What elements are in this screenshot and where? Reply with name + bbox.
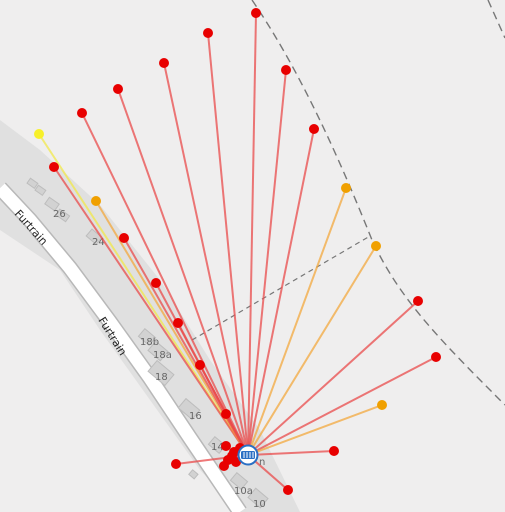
measurement-point[interactable] <box>151 278 161 288</box>
connection-line <box>81 112 249 456</box>
measurement-point[interactable] <box>341 183 351 193</box>
measurement-point[interactable] <box>77 108 87 118</box>
house-number-16: 16 <box>189 411 202 422</box>
measurement-point[interactable] <box>431 352 441 362</box>
connection-line <box>123 237 249 456</box>
house-number-24: 24 <box>92 237 105 248</box>
station-marker[interactable] <box>237 444 259 466</box>
connection-line <box>53 166 249 456</box>
measurement-point[interactable] <box>283 485 293 495</box>
connection-line <box>247 245 377 456</box>
connection-line <box>207 32 249 456</box>
station-label: n <box>259 457 265 468</box>
connection-line <box>247 404 383 456</box>
measurement-point-cluster[interactable] <box>221 441 231 451</box>
measurement-point[interactable] <box>195 360 205 370</box>
connection-line <box>247 300 419 456</box>
measurement-point[interactable] <box>281 65 291 75</box>
buildings <box>26 177 269 509</box>
boundary-line-outer <box>251 0 505 406</box>
measurement-point[interactable] <box>413 296 423 306</box>
measurement-point[interactable] <box>159 58 169 68</box>
measurement-point[interactable] <box>49 162 59 172</box>
house-number-10: 10 <box>253 499 266 510</box>
measurement-point[interactable] <box>329 446 339 456</box>
house-number-18b: 18b <box>140 337 159 348</box>
connection-line <box>247 69 287 456</box>
measurement-point[interactable] <box>113 84 123 94</box>
house-number-18a: 18a <box>153 350 172 361</box>
house-number-10a: 10a <box>234 486 253 497</box>
road <box>0 183 246 512</box>
connection-line <box>247 450 335 456</box>
house-number-14: 14 <box>211 442 224 453</box>
measurement-point[interactable] <box>309 124 319 134</box>
measurement-point[interactable] <box>171 459 181 469</box>
measurement-point[interactable] <box>371 241 381 251</box>
measurement-point[interactable] <box>221 409 231 419</box>
measurement-point[interactable] <box>203 28 213 38</box>
connection-line <box>163 62 249 456</box>
connection-line <box>247 356 437 456</box>
boundary-line-corner <box>487 0 505 39</box>
measurement-point[interactable] <box>119 233 129 243</box>
measurement-point-cluster[interactable] <box>227 451 237 461</box>
measurement-point[interactable] <box>91 196 101 206</box>
house-number-26: 26 <box>53 209 66 220</box>
measurement-point[interactable] <box>251 8 261 18</box>
house-number-18: 18 <box>155 372 168 383</box>
connection-line <box>247 187 347 456</box>
measurement-point[interactable] <box>173 318 183 328</box>
measurement-point[interactable] <box>377 400 387 410</box>
measurement-points <box>34 8 441 495</box>
measurement-point-cluster[interactable] <box>219 461 229 471</box>
connection-line <box>247 12 257 456</box>
connection-line <box>247 128 315 456</box>
connection-line <box>117 88 249 456</box>
measurement-point[interactable] <box>34 129 44 139</box>
